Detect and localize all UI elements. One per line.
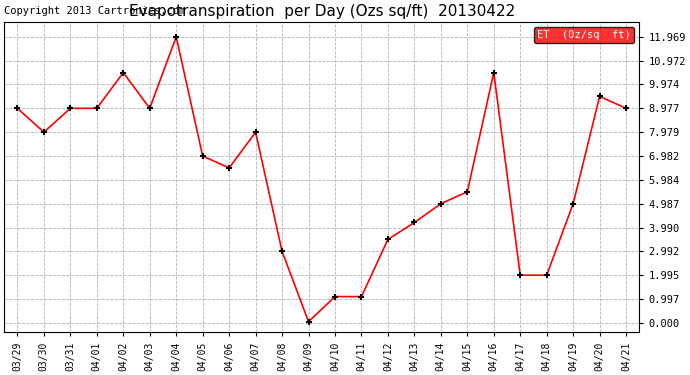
Text: Copyright 2013 Cartronics.com: Copyright 2013 Cartronics.com [4,6,186,15]
Title: Evapotranspiration  per Day (Ozs sq/ft)  20130422: Evapotranspiration per Day (Ozs sq/ft) 2… [128,4,515,19]
Legend: ET  (0z/sq  ft): ET (0z/sq ft) [534,27,634,43]
